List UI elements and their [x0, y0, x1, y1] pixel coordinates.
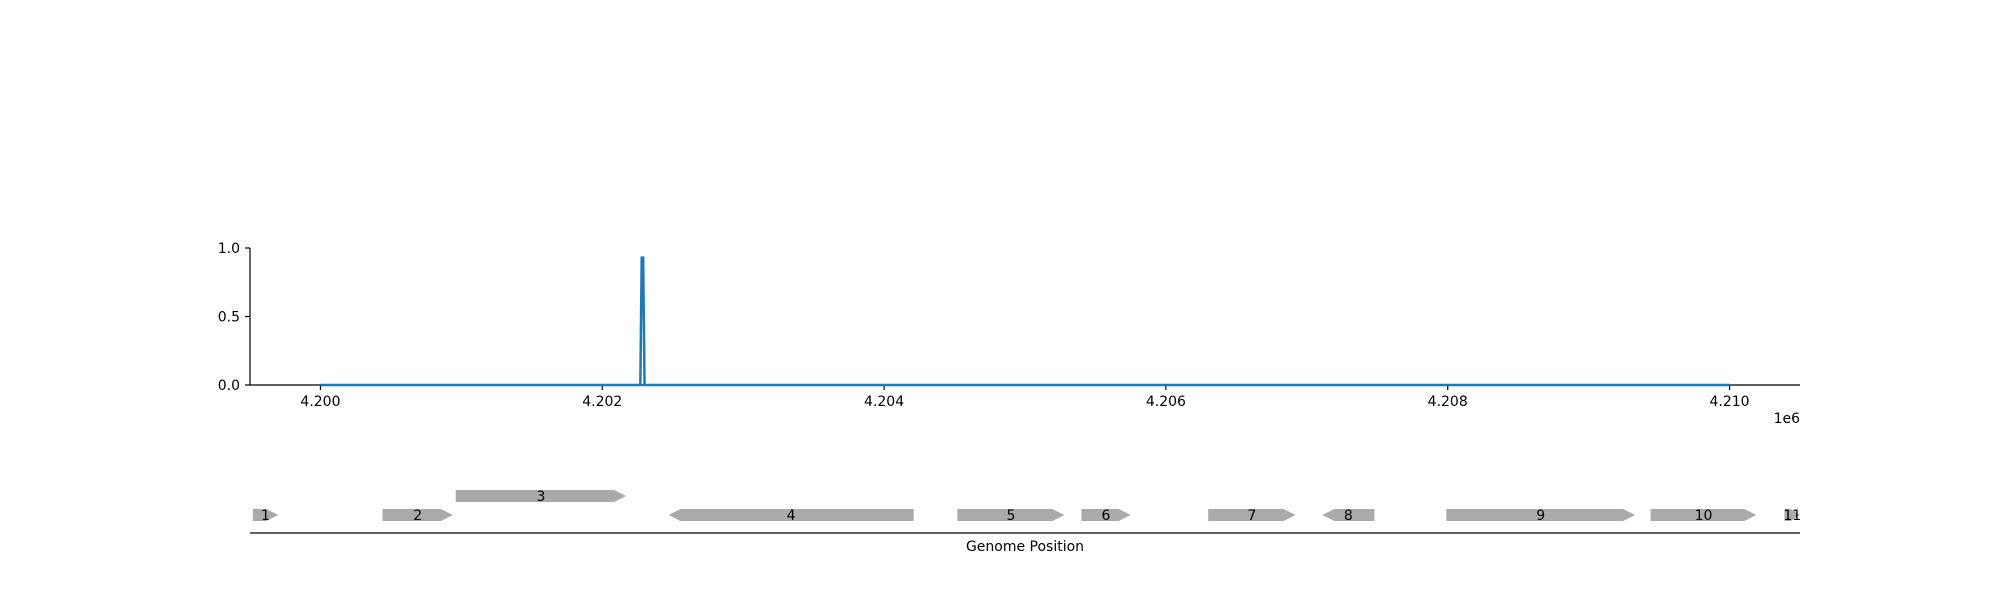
- gene-feature-8: [1322, 509, 1375, 521]
- gene-label-10: 10: [1695, 508, 1713, 524]
- gene-label-7: 7: [1247, 508, 1256, 524]
- gene-feature-6: [1081, 509, 1131, 521]
- coverage-x-offset-label: 1e6: [1774, 411, 1801, 427]
- coverage-series-line: [320, 256, 1730, 387]
- gene-feature-9: [1446, 509, 1636, 521]
- gene-label-4: 4: [787, 508, 796, 524]
- gene-feature-2: [382, 509, 453, 521]
- gene-label-3: 3: [537, 489, 546, 505]
- coverage-x-tick-label: 4.208: [1428, 394, 1468, 410]
- gene-feature-4: [668, 509, 914, 521]
- coverage-x-tick-label: 4.200: [300, 394, 340, 410]
- gene-label-2: 2: [413, 508, 422, 524]
- gene-label-1: 1: [261, 508, 270, 524]
- gene-feature-1: [252, 509, 279, 521]
- coverage-x-tick-label: 4.210: [1709, 394, 1749, 410]
- coverage-y-tick-label: 0.5: [218, 310, 240, 326]
- gene-label-6: 6: [1102, 508, 1111, 524]
- gene-feature-7: [1208, 509, 1296, 521]
- gene-feature-3: [455, 490, 627, 502]
- coverage-y-tick-label: 0.0: [218, 378, 240, 394]
- gene-feature-11: [1784, 509, 1800, 521]
- gene-label-8: 8: [1344, 508, 1353, 524]
- coverage-x-tick-label: 4.202: [582, 394, 622, 410]
- gene-label-9: 9: [1536, 508, 1545, 524]
- gene-label-11: 11: [1783, 508, 1801, 524]
- gene-feature-10: [1650, 509, 1757, 521]
- coverage-x-tick-label: 4.204: [864, 394, 904, 410]
- coverage-x-tick-label: 4.206: [1146, 394, 1186, 410]
- gene-label-5: 5: [1006, 508, 1015, 524]
- gene-feature-5: [957, 509, 1065, 521]
- coverage-y-tick-label: 1.0: [218, 241, 240, 257]
- gene-map-x-axis-label: Genome Position: [966, 539, 1084, 555]
